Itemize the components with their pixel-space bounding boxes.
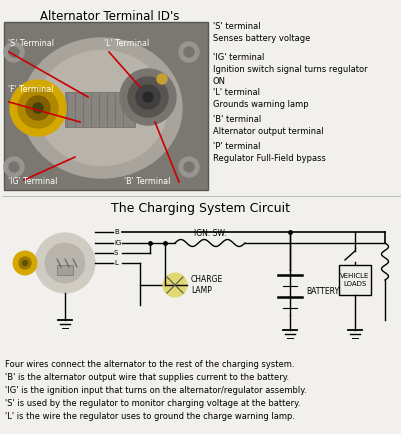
Circle shape xyxy=(13,251,37,275)
Circle shape xyxy=(128,77,168,117)
Circle shape xyxy=(18,88,58,128)
Text: 'B' terminal
Alternator output terminal: 'B' terminal Alternator output terminal xyxy=(213,115,323,136)
Text: S: S xyxy=(114,250,118,256)
Circle shape xyxy=(136,85,160,109)
Circle shape xyxy=(143,92,153,102)
Text: Four wires connect the alternator to the rest of the charging system.: Four wires connect the alternator to the… xyxy=(5,360,294,369)
Circle shape xyxy=(178,42,198,62)
Text: 'F' Terminal: 'F' Terminal xyxy=(8,85,53,94)
Text: BATTERY: BATTERY xyxy=(305,287,338,296)
Text: L: L xyxy=(114,260,117,266)
Circle shape xyxy=(157,74,166,84)
Ellipse shape xyxy=(37,50,166,165)
Bar xyxy=(4,22,207,190)
Text: CHARGE
LAMP: CHARGE LAMP xyxy=(190,275,223,295)
Text: B: B xyxy=(114,229,118,235)
Text: 'IG' is the ignition input that turns on the alternator/regulator assembly.: 'IG' is the ignition input that turns on… xyxy=(5,386,306,395)
Text: 'IG' Terminal: 'IG' Terminal xyxy=(8,177,57,186)
Circle shape xyxy=(45,243,85,283)
Text: 'L' Terminal: 'L' Terminal xyxy=(104,39,149,48)
Text: Alternator Terminal ID's: Alternator Terminal ID's xyxy=(40,10,179,23)
Text: 'B' is the alternator output wire that supplies current to the battery.: 'B' is the alternator output wire that s… xyxy=(5,373,288,382)
Circle shape xyxy=(26,96,50,120)
Circle shape xyxy=(178,157,198,177)
Text: 'B' Terminal: 'B' Terminal xyxy=(124,177,170,186)
Circle shape xyxy=(4,42,24,62)
Circle shape xyxy=(162,273,186,297)
Circle shape xyxy=(22,260,27,266)
Circle shape xyxy=(19,257,31,269)
Text: 'L' terminal
Grounds warning lamp: 'L' terminal Grounds warning lamp xyxy=(213,88,308,109)
Circle shape xyxy=(35,233,95,293)
Text: 'P' terminal
Regulator Full-Field bypass: 'P' terminal Regulator Full-Field bypass xyxy=(213,142,325,163)
Text: 'S' Terminal: 'S' Terminal xyxy=(8,39,54,48)
Text: 'L' is the wire the regulator uses to ground the charge warning lamp.: 'L' is the wire the regulator uses to gr… xyxy=(5,412,294,421)
Circle shape xyxy=(9,47,19,57)
Circle shape xyxy=(184,162,194,172)
Bar xyxy=(57,265,73,275)
Circle shape xyxy=(120,69,176,125)
Circle shape xyxy=(184,47,194,57)
Text: 'S' terminal
Senses battery voltage: 'S' terminal Senses battery voltage xyxy=(213,22,310,43)
Text: IGN. SW.: IGN. SW. xyxy=(193,229,226,238)
Text: 'S' is used by the regulator to monitor charging voltage at the battery.: 'S' is used by the regulator to monitor … xyxy=(5,399,300,408)
Circle shape xyxy=(33,103,43,113)
Text: VEHICLE
LOADS: VEHICLE LOADS xyxy=(340,273,369,286)
Text: 'IG' terminal
Ignition switch signal turns regulator
ON: 'IG' terminal Ignition switch signal tur… xyxy=(213,53,367,86)
Circle shape xyxy=(9,162,19,172)
Text: IG: IG xyxy=(114,240,121,246)
Bar xyxy=(338,265,370,295)
Circle shape xyxy=(10,80,66,136)
Ellipse shape xyxy=(22,38,182,178)
Text: The Charging System Circuit: The Charging System Circuit xyxy=(111,202,290,215)
Bar xyxy=(65,92,135,127)
Circle shape xyxy=(4,157,24,177)
